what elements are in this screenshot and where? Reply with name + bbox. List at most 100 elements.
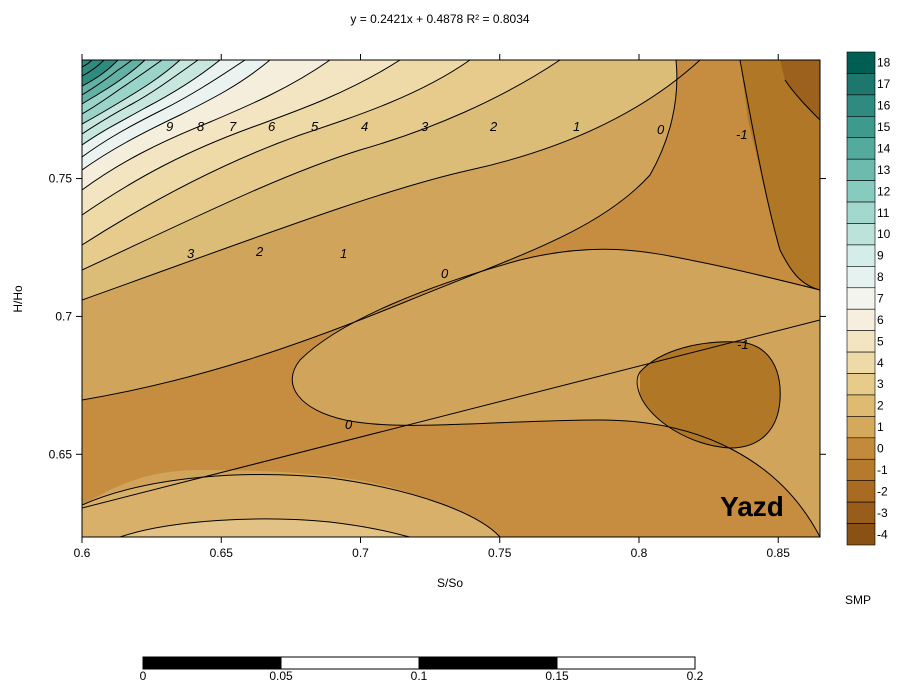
contour-label: 0	[441, 266, 449, 281]
scalebar: 0 0.05 0.1 0.15 0.2	[140, 656, 704, 683]
contour-label: 1	[340, 246, 347, 261]
band-level-neg1-right	[740, 60, 820, 290]
colorbar-label: 1	[877, 420, 884, 434]
colorbar-swatch	[846, 330, 876, 353]
colorbar-label: 2	[877, 399, 884, 413]
contour-label: 9	[166, 119, 173, 134]
colorbar-label: 9	[877, 249, 884, 263]
colorbar-swatch	[846, 94, 876, 117]
contour-label: 3	[421, 119, 429, 134]
band-level-neg1-center	[640, 341, 781, 448]
contour-label: 6	[268, 119, 276, 134]
colorbar-label: 12	[877, 184, 891, 198]
colorbar-label: 16	[877, 99, 891, 113]
plot-frame	[81, 59, 821, 538]
x-axis-label: S/So	[437, 576, 463, 590]
y-tick-label: 0.65	[49, 447, 73, 461]
scalebar-segment	[556, 656, 696, 670]
colorbar-label: -2	[877, 484, 888, 498]
scalebar-label: 0.15	[545, 669, 569, 683]
regression-line	[82, 319, 820, 509]
colorbar-label: -3	[877, 506, 888, 520]
contour-label: 8	[197, 119, 205, 134]
y-tick-label: 0.75	[49, 172, 73, 186]
scalebar-segment	[280, 656, 420, 670]
chart-title: y = 0.2421x + 0.4878 R² = 0.8034	[350, 12, 529, 26]
colorbar-swatch	[846, 287, 876, 310]
colorbar-label: -4	[877, 527, 888, 541]
contour-label: 0	[345, 417, 353, 432]
scalebar-label: 0.2	[687, 669, 704, 683]
x-tick-label: 0.8	[631, 546, 648, 560]
colorbar-label: 11	[877, 206, 890, 220]
colorbar-swatch	[846, 523, 876, 546]
colorbar-swatch	[846, 201, 876, 224]
contour-label: 2	[489, 119, 498, 134]
scalebar-label: 0.1	[411, 669, 428, 683]
contour-label: 0	[657, 122, 665, 137]
colorbar-label: 14	[877, 141, 891, 155]
band-level-2-bottom	[120, 518, 410, 537]
colorbar-swatch	[846, 437, 876, 460]
colorbar-swatch	[846, 244, 876, 267]
x-tick-label: 0.75	[488, 546, 512, 560]
colorbar-swatch	[846, 73, 876, 96]
x-tick-label: 0.7	[352, 546, 369, 560]
colorbar-label: 4	[877, 356, 884, 370]
colorbar-swatch	[846, 480, 876, 503]
band-level-16	[82, 60, 118, 86]
scalebar-label: 0.05	[269, 669, 293, 683]
scalebar-segment	[418, 656, 558, 670]
colorbar-swatch	[846, 373, 876, 396]
colorbar-label: 18	[877, 56, 891, 70]
colorbar-swatch	[846, 266, 876, 289]
x-tick-label: 0.85	[767, 546, 791, 560]
colorbar-swatch	[846, 458, 876, 481]
colorbar-swatch	[846, 501, 876, 524]
contour-label-group: 9 8 7 6 5 4 3 2 1 0 -1 3 2 1 0 0 -1	[166, 119, 749, 432]
x-tick-label: 0.6	[74, 546, 91, 560]
scalebar-segment	[142, 656, 282, 670]
colorbar-title: SMP	[845, 593, 871, 607]
colorbar-swatch	[846, 51, 876, 74]
y-axis: 0.65 0.7 0.75	[49, 172, 826, 461]
band-level-neg2	[780, 60, 820, 120]
colorbar-label: 6	[877, 313, 884, 327]
colorbar-label: 3	[877, 377, 884, 391]
contour-label: 2	[255, 244, 264, 259]
colorbar-label: 10	[877, 227, 891, 241]
colorbar-label: 15	[877, 120, 891, 134]
colorbar-label: 0	[877, 442, 884, 456]
contour-fills	[82, 60, 820, 537]
contour-label: -1	[736, 127, 748, 142]
contour-label: 3	[187, 246, 195, 261]
colorbar-swatch	[846, 137, 876, 160]
band-level-0	[82, 60, 820, 537]
colorbar-swatch	[846, 116, 876, 139]
colorbar-swatch	[846, 308, 876, 331]
colorbar-label: 17	[877, 77, 891, 91]
colorbar-label: 8	[877, 270, 884, 284]
y-tick-label: 0.7	[55, 309, 72, 323]
contour-label: 7	[229, 119, 237, 134]
colorbar-label: -1	[877, 463, 888, 477]
colorbar-swatch	[846, 416, 876, 439]
colorbar-swatch	[846, 158, 876, 181]
contour-label: 4	[361, 119, 368, 134]
colorbar-swatch	[846, 351, 876, 374]
colorbar-swatch	[846, 394, 876, 417]
colorbar-swatch	[846, 180, 876, 203]
x-tick-label: 0.65	[210, 546, 234, 560]
contour-lines	[82, 60, 820, 537]
contour-label: -1	[737, 337, 749, 352]
location-annotation: Yazd	[720, 491, 784, 522]
colorbar-label: 7	[877, 292, 884, 306]
contour-label: 1	[573, 119, 580, 134]
scalebar-label: 0	[140, 669, 147, 683]
contour-label: 5	[311, 119, 319, 134]
x-axis: 0.6 0.65 0.7 0.75 0.8 0.85	[74, 54, 791, 560]
y-axis-label: H/Ho	[11, 285, 25, 313]
